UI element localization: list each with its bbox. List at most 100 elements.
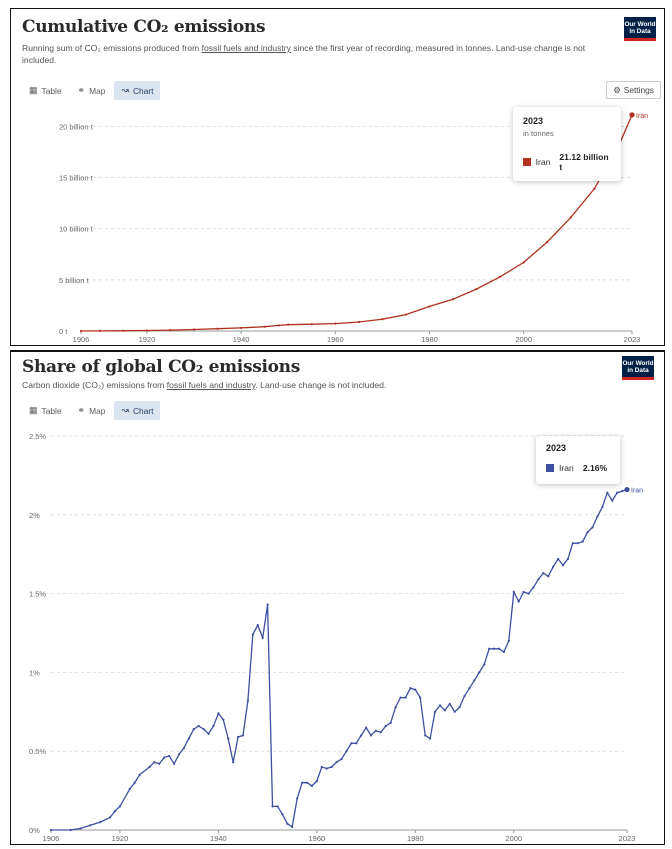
cumulative-emissions-chart[interactable]: 0 t 5 billion t 10 billion t 15 billion t 20… — [11, 9, 664, 345]
data-point[interactable] — [569, 216, 572, 219]
data-point[interactable] — [98, 329, 101, 332]
data-point[interactable] — [281, 813, 284, 816]
data-point[interactable] — [296, 797, 299, 800]
data-point[interactable] — [163, 756, 166, 759]
data-point[interactable] — [369, 734, 373, 737]
data-point[interactable] — [409, 687, 412, 690]
data-point[interactable] — [428, 305, 431, 308]
data-point[interactable] — [499, 275, 502, 278]
series-line-iran[interactable] — [51, 488, 628, 831]
data-point[interactable] — [300, 781, 304, 784]
data-point[interactable] — [334, 322, 337, 325]
data-point[interactable] — [620, 490, 624, 493]
data-point[interactable] — [192, 328, 196, 331]
data-point[interactable] — [576, 542, 579, 545]
data-point[interactable] — [547, 575, 550, 578]
data-point[interactable] — [424, 734, 427, 737]
data-point[interactable] — [414, 688, 417, 691]
data-point[interactable] — [335, 761, 338, 764]
data-point[interactable] — [350, 742, 353, 745]
data-point[interactable] — [561, 564, 565, 567]
data-point[interactable] — [263, 325, 266, 328]
data-point[interactable] — [246, 699, 250, 702]
data-point[interactable] — [232, 761, 235, 764]
data-point[interactable] — [240, 326, 243, 330]
data-point[interactable] — [593, 187, 596, 190]
data-point[interactable] — [591, 526, 594, 529]
data-point[interactable] — [128, 787, 131, 791]
subtitle-link-fossil-fuels[interactable]: fossil fuels and industry — [201, 43, 291, 53]
data-point[interactable] — [79, 329, 83, 333]
data-point[interactable] — [182, 746, 186, 750]
data-point[interactable] — [330, 765, 333, 769]
data-point[interactable] — [251, 633, 254, 636]
data-point[interactable] — [616, 491, 619, 494]
data-point[interactable] — [451, 298, 455, 301]
data-point[interactable] — [475, 287, 478, 291]
data-point[interactable] — [453, 710, 456, 713]
data-point[interactable] — [158, 762, 161, 765]
data-point[interactable] — [277, 324, 280, 327]
data-point[interactable] — [108, 816, 112, 819]
data-point[interactable] — [202, 728, 205, 731]
data-point[interactable] — [497, 647, 501, 650]
data-point[interactable] — [492, 647, 496, 650]
share-emissions-chart[interactable]: 0% 0.5% 1% 1.5% 2% 2.5% 1906 1920 1940 1960 1980 20… — [11, 352, 664, 845]
data-point[interactable] — [532, 586, 535, 589]
data-point[interactable] — [122, 329, 125, 332]
data-point[interactable] — [148, 765, 151, 769]
data-point[interactable] — [99, 821, 102, 824]
data-point[interactable] — [364, 726, 368, 729]
data-point[interactable] — [256, 624, 259, 627]
data-point[interactable] — [315, 780, 318, 783]
data-point[interactable] — [463, 694, 466, 698]
data-point[interactable] — [438, 704, 442, 707]
tab-chart[interactable]: ↝ Chart — [114, 81, 161, 100]
data-point[interactable] — [168, 754, 171, 758]
settings-button[interactable]: ⚙ Settings — [606, 81, 661, 99]
data-point[interactable] — [89, 824, 92, 827]
data-point[interactable] — [381, 318, 384, 321]
data-point[interactable] — [291, 825, 294, 828]
data-point[interactable] — [596, 515, 599, 518]
data-point[interactable] — [507, 639, 510, 642]
data-point[interactable] — [419, 696, 422, 699]
data-point[interactable] — [276, 805, 279, 808]
data-point[interactable] — [546, 240, 549, 244]
end-point[interactable] — [629, 112, 635, 118]
data-point[interactable] — [473, 679, 476, 682]
data-point[interactable] — [483, 663, 486, 666]
data-point[interactable] — [389, 721, 392, 724]
data-point[interactable] — [606, 491, 609, 494]
data-point[interactable] — [552, 565, 555, 568]
data-point[interactable] — [379, 731, 382, 734]
data-point[interactable] — [611, 499, 614, 502]
end-point[interactable] — [624, 486, 630, 493]
tab-table[interactable]: ▦ Table — [22, 401, 69, 420]
data-point[interactable] — [345, 750, 348, 753]
data-point[interactable] — [133, 781, 136, 784]
data-point[interactable] — [79, 827, 82, 830]
data-point[interactable] — [355, 742, 358, 745]
data-point[interactable] — [586, 531, 589, 534]
data-point[interactable] — [69, 828, 72, 832]
tab-map[interactable]: ⚭ Map — [71, 81, 113, 100]
data-point[interactable] — [49, 828, 53, 832]
data-point[interactable] — [581, 540, 584, 543]
data-point[interactable] — [428, 737, 432, 740]
data-point[interactable] — [261, 636, 264, 639]
data-point[interactable] — [305, 781, 309, 784]
data-point[interactable] — [512, 590, 515, 594]
data-point[interactable] — [374, 729, 378, 732]
data-point[interactable] — [222, 718, 225, 721]
data-point[interactable] — [360, 734, 363, 737]
data-point[interactable] — [286, 822, 289, 825]
tab-chart[interactable]: ↝ Chart — [114, 401, 161, 420]
data-point[interactable] — [118, 805, 122, 808]
data-point[interactable] — [287, 323, 290, 326]
data-point[interactable] — [357, 320, 360, 324]
data-point[interactable] — [169, 328, 172, 332]
data-point[interactable] — [601, 505, 604, 509]
data-point[interactable] — [153, 761, 156, 764]
data-point[interactable] — [448, 702, 451, 706]
